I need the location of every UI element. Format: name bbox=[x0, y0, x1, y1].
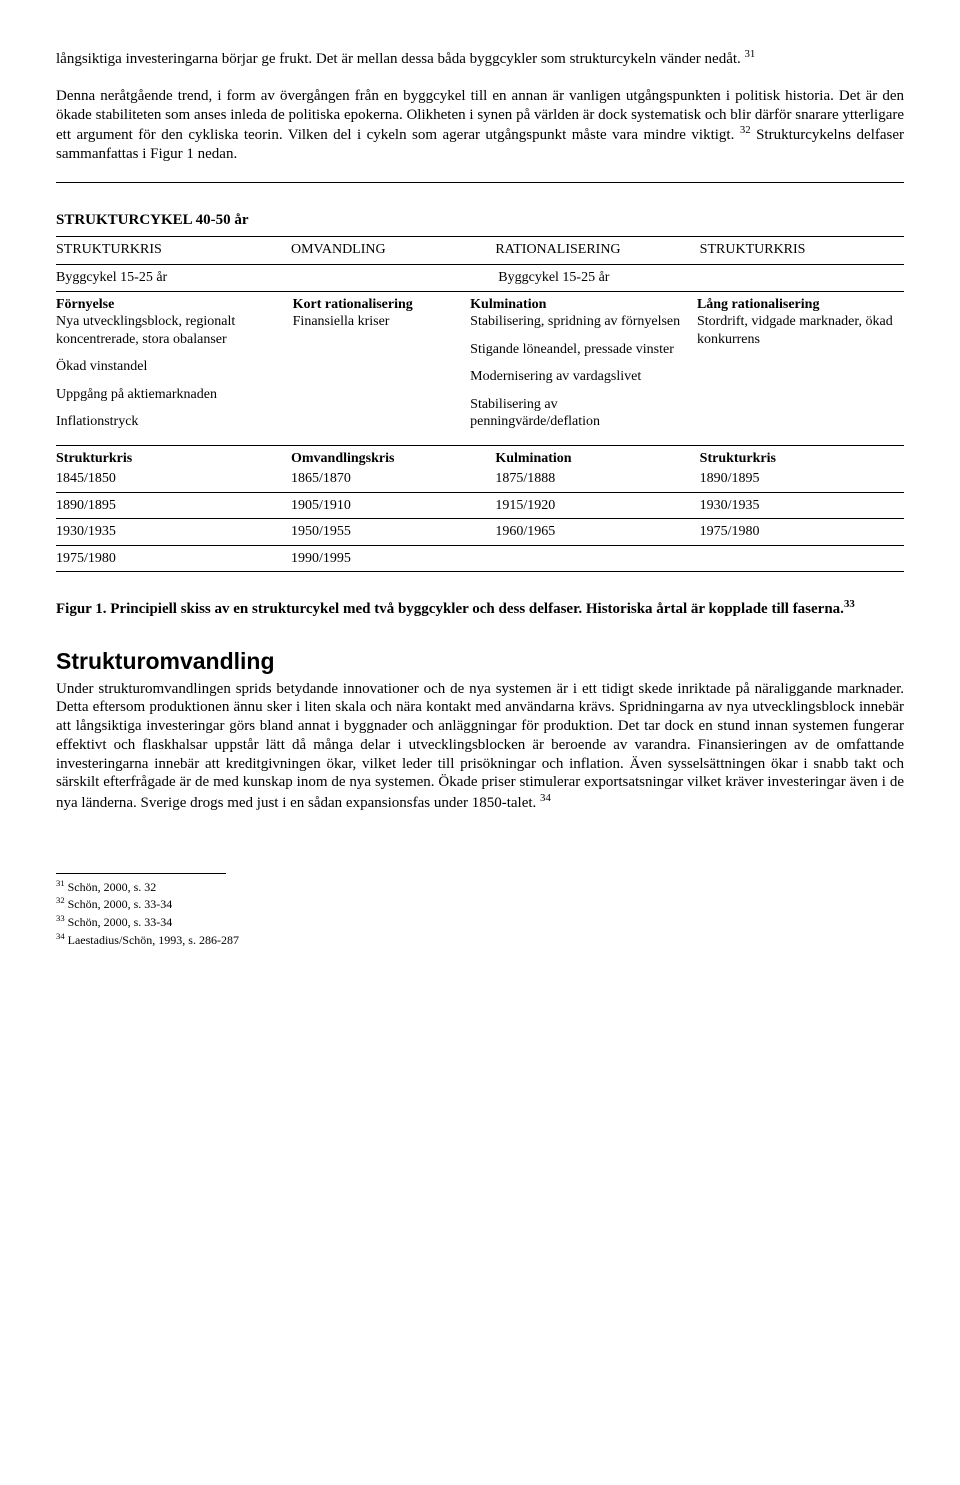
y00: 1845/1850 bbox=[56, 470, 291, 488]
y31: 1990/1995 bbox=[291, 550, 495, 568]
footnote-ref-33: 33 bbox=[844, 598, 855, 610]
desc-row: Förnyelse Nya utvecklingsblock, regionalt… bbox=[56, 296, 904, 441]
y11: 1905/1910 bbox=[291, 497, 495, 515]
y03: 1890/1895 bbox=[700, 470, 904, 488]
years-header-row: Strukturkris Omvandlingskris Kulmination… bbox=[56, 450, 904, 468]
years-row-2: 1930/1935 1950/1955 1960/1965 1975/1980 bbox=[56, 523, 904, 541]
footnote-33-text: Schön, 2000, s. 33-34 bbox=[68, 915, 173, 929]
footnote-ref-31: 31 bbox=[745, 48, 756, 60]
phase-strukturkris-2: STRUKTURKRIS bbox=[700, 241, 904, 259]
yh-1: Omvandlingskris bbox=[291, 450, 495, 468]
subcycle-1: Byggcykel 15-25 år bbox=[56, 269, 295, 287]
col4-l1: Stordrift, vidgade marknader, ökad konku… bbox=[697, 314, 893, 347]
col3-l4: Stabilisering av penningvärde/deflation bbox=[470, 396, 687, 431]
section-heading: Strukturomvandling bbox=[56, 647, 904, 676]
subcycle-row: Byggcykel 15-25 år Byggcykel 15-25 år bbox=[56, 269, 904, 287]
y33 bbox=[700, 550, 904, 568]
subcycle-2: Byggcykel 15-25 år bbox=[498, 269, 701, 287]
footnote-34: 34 Laestadius/Schön, 1993, s. 286-287 bbox=[56, 931, 904, 949]
footnote-32: 32 Schön, 2000, s. 33-34 bbox=[56, 895, 904, 913]
col2-l1: Finansiella kriser bbox=[293, 314, 390, 329]
desc-col-2: Kort rationalisering Finansiella kriser bbox=[293, 296, 471, 441]
y13: 1930/1935 bbox=[700, 497, 904, 515]
intro-para-2: Denna neråtgående trend, i form av överg… bbox=[56, 87, 904, 164]
col1-l2: Ökad vinstandel bbox=[56, 358, 283, 376]
table-rule-top bbox=[56, 182, 904, 183]
phase-strukturkris-1: STRUKTURKRIS bbox=[56, 241, 291, 259]
table-title: STRUKTURCYKEL 40-50 år bbox=[56, 211, 904, 230]
caption-text: Figur 1. Principiell skiss av en struktu… bbox=[56, 601, 844, 617]
y32 bbox=[495, 550, 699, 568]
footnotes-separator bbox=[56, 873, 226, 874]
years-row-0: 1845/1850 1865/1870 1875/1888 1890/1895 bbox=[56, 470, 904, 488]
footnote-32-text: Schön, 2000, s. 33-34 bbox=[68, 897, 173, 911]
desc-col-3: Kulmination Stabilisering, spridning av f… bbox=[470, 296, 697, 441]
col4-head: Lång rationalisering bbox=[697, 297, 820, 312]
table-rule-y2 bbox=[56, 545, 904, 546]
section-body-text: Under strukturomvandlingen sprids betyda… bbox=[56, 681, 904, 812]
col2-head: Kort rationalisering bbox=[293, 297, 413, 312]
col3-l2: Stigande löneandel, pressade vinster bbox=[470, 341, 687, 359]
y10: 1890/1895 bbox=[56, 497, 291, 515]
y12: 1915/1920 bbox=[495, 497, 699, 515]
subcycle-blank-1 bbox=[295, 269, 498, 287]
phase-rationalisering: RATIONALISERING bbox=[495, 241, 699, 259]
footnote-ref-34: 34 bbox=[540, 792, 551, 804]
table-rule-bottom bbox=[56, 571, 904, 572]
col1-head: Förnyelse bbox=[56, 297, 114, 312]
subcycle-blank-2 bbox=[701, 269, 904, 287]
col3-l3: Modernisering av vardagslivet bbox=[470, 368, 687, 386]
yh-3: Strukturkris bbox=[700, 450, 904, 468]
yh-0: Strukturkris bbox=[56, 450, 291, 468]
y01: 1865/1870 bbox=[291, 470, 495, 488]
yh-2: Kulmination bbox=[495, 450, 699, 468]
section-body: Under strukturomvandlingen sprids betyda… bbox=[56, 680, 904, 813]
table-rule-y0 bbox=[56, 492, 904, 493]
col3-head: Kulmination bbox=[470, 297, 546, 312]
desc-col-1: Förnyelse Nya utvecklingsblock, regionalt… bbox=[56, 296, 293, 441]
footnote-31-text: Schön, 2000, s. 32 bbox=[68, 880, 157, 894]
y21: 1950/1955 bbox=[291, 523, 495, 541]
table-rule-phases bbox=[56, 264, 904, 265]
footnote-ref-32: 32 bbox=[740, 124, 751, 136]
footnote-33: 33 Schön, 2000, s. 33-34 bbox=[56, 913, 904, 931]
y22: 1960/1965 bbox=[495, 523, 699, 541]
years-row-3: 1975/1980 1990/1995 bbox=[56, 550, 904, 568]
col1-l4: Inflationstryck bbox=[56, 413, 283, 431]
years-row-1: 1890/1895 1905/1910 1915/1920 1930/1935 bbox=[56, 497, 904, 515]
y02: 1875/1888 bbox=[495, 470, 699, 488]
footnote-31: 31 Schön, 2000, s. 32 bbox=[56, 878, 904, 896]
col1-l3: Uppgång på aktiemarknaden bbox=[56, 386, 283, 404]
y20: 1930/1935 bbox=[56, 523, 291, 541]
table-rule-title bbox=[56, 236, 904, 237]
footnote-34-text: Laestadius/Schön, 1993, s. 286-287 bbox=[68, 933, 239, 947]
desc-col-4: Lång rationalisering Stordrift, vidgade m… bbox=[697, 296, 904, 441]
table-rule-desc bbox=[56, 445, 904, 446]
table-rule-sub bbox=[56, 291, 904, 292]
phase-header-row: STRUKTURKRIS OMVANDLING RATIONALISERING … bbox=[56, 241, 904, 259]
figure-caption: Figur 1. Principiell skiss av en struktu… bbox=[56, 598, 904, 619]
phase-omvandling: OMVANDLING bbox=[291, 241, 495, 259]
y30: 1975/1980 bbox=[56, 550, 291, 568]
y23: 1975/1980 bbox=[700, 523, 904, 541]
col1-l1: Nya utvecklingsblock, regionalt koncentr… bbox=[56, 314, 235, 347]
table-rule-y1 bbox=[56, 518, 904, 519]
intro-para-1: långsiktiga investeringarna börjar ge fr… bbox=[56, 48, 904, 69]
intro-text-1: långsiktiga investeringarna börjar ge fr… bbox=[56, 51, 745, 67]
col3-l1: Stabilisering, spridning av förnyelsen bbox=[470, 314, 680, 329]
